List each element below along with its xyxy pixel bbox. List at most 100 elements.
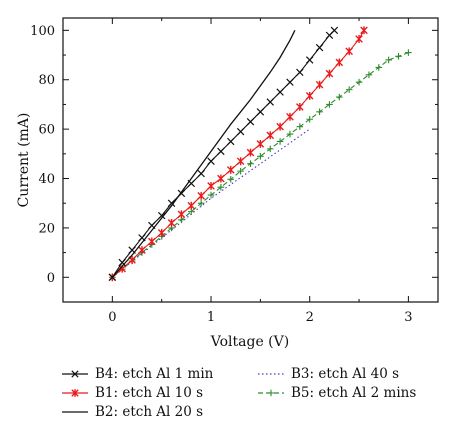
data-point bbox=[316, 108, 323, 116]
data-point bbox=[355, 35, 363, 43]
data-point bbox=[257, 152, 264, 160]
data-point bbox=[296, 102, 304, 111]
data-point bbox=[118, 258, 126, 267]
data-point bbox=[207, 191, 215, 199]
data-point bbox=[148, 237, 156, 246]
data-point bbox=[167, 199, 176, 207]
data-point bbox=[276, 122, 284, 131]
y-tick-label: 80 bbox=[38, 73, 55, 88]
data-point bbox=[345, 86, 353, 93]
y-tick-label: 40 bbox=[38, 172, 55, 187]
x-axis-title: Voltage (V) bbox=[210, 334, 289, 350]
data-point bbox=[187, 201, 196, 210]
legend-item: B1: etch Al 10 s bbox=[62, 385, 203, 401]
data-point bbox=[315, 80, 324, 89]
x-tick-label: 2 bbox=[306, 310, 314, 325]
data-point bbox=[266, 98, 274, 106]
data-point bbox=[207, 181, 215, 190]
x-tick-label: 1 bbox=[207, 310, 215, 325]
data-point bbox=[177, 189, 186, 198]
data-point bbox=[247, 160, 254, 168]
data-point bbox=[256, 139, 265, 148]
data-point bbox=[305, 56, 314, 64]
data-point bbox=[217, 147, 225, 156]
plot-frame bbox=[62, 17, 439, 303]
data-point bbox=[365, 71, 373, 79]
data-point bbox=[217, 174, 225, 183]
data-point bbox=[246, 117, 255, 126]
y-tick-label: 0 bbox=[47, 271, 55, 286]
data-point bbox=[197, 169, 205, 178]
series-2 bbox=[111, 30, 296, 278]
data-point bbox=[187, 179, 196, 188]
data-point bbox=[138, 234, 146, 242]
data-point bbox=[360, 26, 368, 35]
data-point bbox=[330, 26, 339, 35]
data-point bbox=[177, 210, 186, 219]
legend-item: B2: etch Al 20 s bbox=[62, 404, 203, 420]
data-point bbox=[296, 123, 304, 130]
data-point bbox=[355, 78, 363, 86]
data-point bbox=[217, 183, 225, 191]
data-point bbox=[128, 246, 136, 254]
data-point bbox=[286, 78, 294, 86]
x-tick-label: 0 bbox=[108, 310, 116, 325]
data-point bbox=[345, 47, 353, 56]
y-tick-label: 100 bbox=[30, 24, 55, 39]
series-line bbox=[111, 30, 296, 278]
data-point bbox=[157, 228, 166, 237]
data-point bbox=[237, 167, 244, 175]
x-tick-label: 3 bbox=[404, 310, 412, 325]
data-point bbox=[286, 130, 294, 138]
data-point bbox=[227, 137, 235, 146]
data-point bbox=[236, 157, 245, 166]
data-point bbox=[227, 175, 235, 183]
data-point bbox=[315, 43, 324, 52]
series-1 bbox=[108, 26, 368, 282]
data-point bbox=[148, 221, 156, 230]
data-point bbox=[197, 191, 205, 200]
data-point bbox=[226, 165, 235, 174]
data-point bbox=[325, 69, 334, 78]
legend-label: B2: etch Al 20 s bbox=[95, 404, 203, 420]
data-point bbox=[256, 108, 265, 116]
data-point bbox=[336, 93, 343, 101]
series-4 bbox=[109, 49, 412, 281]
data-point bbox=[326, 101, 333, 108]
legend-label: B1: etch Al 10 s bbox=[95, 385, 203, 401]
data-point bbox=[385, 56, 392, 64]
data-point bbox=[197, 199, 205, 207]
legend-item: B4: etch Al 1 min bbox=[62, 366, 214, 382]
data-point bbox=[236, 127, 245, 136]
data-point bbox=[71, 389, 79, 397]
y-tick-label: 60 bbox=[38, 123, 55, 138]
series-layer bbox=[108, 26, 412, 282]
series-0 bbox=[108, 26, 339, 282]
data-point bbox=[335, 58, 344, 67]
data-point bbox=[395, 52, 402, 60]
data-point bbox=[207, 157, 215, 165]
data-point bbox=[266, 145, 274, 153]
ticks: 0 1 2 3 0 20 40 60 80 100 bbox=[30, 18, 438, 325]
data-point bbox=[286, 112, 294, 121]
legend-item: B5: etch Al 2 mins bbox=[258, 385, 416, 401]
data-point bbox=[375, 64, 383, 71]
legend-item: B3: etch Al 40 s bbox=[258, 366, 399, 382]
data-point bbox=[296, 68, 304, 77]
legend: B4: etch Al 1 min B1: etch Al 10 s B2: etc… bbox=[62, 366, 416, 420]
data-point bbox=[276, 88, 284, 96]
data-point bbox=[305, 91, 314, 100]
data-point bbox=[276, 138, 284, 145]
data-point bbox=[306, 115, 314, 123]
legend-label: B3: etch Al 40 s bbox=[291, 366, 399, 382]
legend-label: B5: etch Al 2 mins bbox=[291, 385, 416, 401]
y-axis-title: Current (mA) bbox=[16, 113, 32, 208]
data-point bbox=[157, 211, 166, 220]
data-point bbox=[108, 273, 117, 282]
data-point bbox=[167, 219, 176, 227]
y-tick-label: 20 bbox=[38, 221, 55, 236]
data-point bbox=[267, 389, 275, 397]
data-point bbox=[405, 49, 412, 56]
data-point bbox=[138, 246, 146, 255]
